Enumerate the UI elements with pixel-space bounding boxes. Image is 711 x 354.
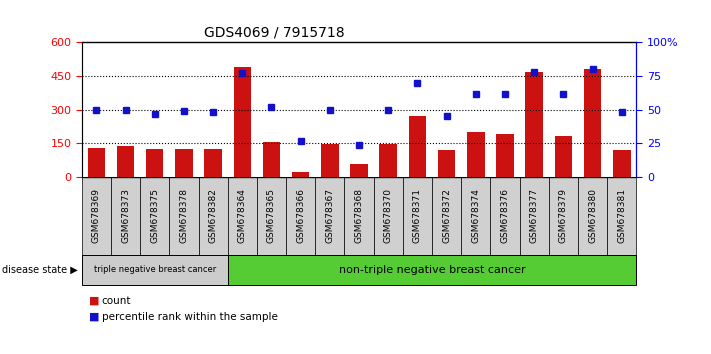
Bar: [233, 67, 251, 177]
Bar: [204, 149, 222, 177]
Bar: [496, 135, 514, 177]
Bar: [263, 142, 280, 177]
Text: triple negative breast cancer: triple negative breast cancer: [94, 266, 216, 274]
Bar: [409, 116, 426, 177]
Bar: [461, 177, 491, 255]
Text: percentile rank within the sample: percentile rank within the sample: [102, 312, 277, 322]
Bar: [374, 177, 403, 255]
Text: disease state ▶: disease state ▶: [2, 265, 78, 275]
Text: GSM678374: GSM678374: [471, 188, 481, 244]
Text: GSM678373: GSM678373: [121, 188, 130, 244]
Bar: [315, 177, 344, 255]
Bar: [198, 177, 228, 255]
Bar: [549, 177, 578, 255]
Text: GSM678382: GSM678382: [208, 188, 218, 244]
Bar: [584, 69, 602, 177]
Text: GSM678375: GSM678375: [150, 188, 159, 244]
Bar: [169, 177, 198, 255]
Bar: [82, 255, 228, 285]
Text: ■: ■: [89, 312, 100, 322]
Text: GSM678372: GSM678372: [442, 188, 451, 244]
Bar: [380, 144, 397, 177]
Text: ■: ■: [89, 296, 100, 306]
Bar: [87, 148, 105, 177]
Text: GSM678365: GSM678365: [267, 188, 276, 244]
Bar: [228, 255, 636, 285]
Text: GSM678370: GSM678370: [384, 188, 392, 244]
Text: GSM678377: GSM678377: [530, 188, 539, 244]
Text: GSM678379: GSM678379: [559, 188, 568, 244]
Bar: [578, 177, 607, 255]
Text: GSM678367: GSM678367: [326, 188, 334, 244]
Text: non-triple negative breast cancer: non-triple negative breast cancer: [338, 265, 525, 275]
Text: GSM678376: GSM678376: [501, 188, 510, 244]
Bar: [491, 177, 520, 255]
Text: GSM678378: GSM678378: [179, 188, 188, 244]
Text: GSM678364: GSM678364: [237, 188, 247, 244]
Bar: [146, 149, 164, 177]
Bar: [117, 145, 134, 177]
Bar: [555, 136, 572, 177]
Bar: [438, 150, 455, 177]
Bar: [321, 144, 338, 177]
Text: GSM678371: GSM678371: [413, 188, 422, 244]
Bar: [351, 164, 368, 177]
Bar: [175, 149, 193, 177]
Bar: [111, 177, 140, 255]
Text: count: count: [102, 296, 131, 306]
Bar: [228, 177, 257, 255]
Bar: [292, 172, 309, 177]
Text: GDS4069 / 7915718: GDS4069 / 7915718: [204, 26, 344, 40]
Bar: [403, 177, 432, 255]
Bar: [607, 177, 636, 255]
Bar: [613, 150, 631, 177]
Text: GSM678381: GSM678381: [617, 188, 626, 244]
Text: GSM678380: GSM678380: [588, 188, 597, 244]
Bar: [286, 177, 315, 255]
Bar: [140, 177, 169, 255]
Bar: [525, 72, 543, 177]
Text: GSM678368: GSM678368: [355, 188, 363, 244]
Bar: [467, 132, 485, 177]
Text: GSM678366: GSM678366: [296, 188, 305, 244]
Bar: [344, 177, 374, 255]
Bar: [257, 177, 286, 255]
Bar: [82, 177, 111, 255]
Bar: [520, 177, 549, 255]
Bar: [432, 177, 461, 255]
Text: GSM678369: GSM678369: [92, 188, 101, 244]
